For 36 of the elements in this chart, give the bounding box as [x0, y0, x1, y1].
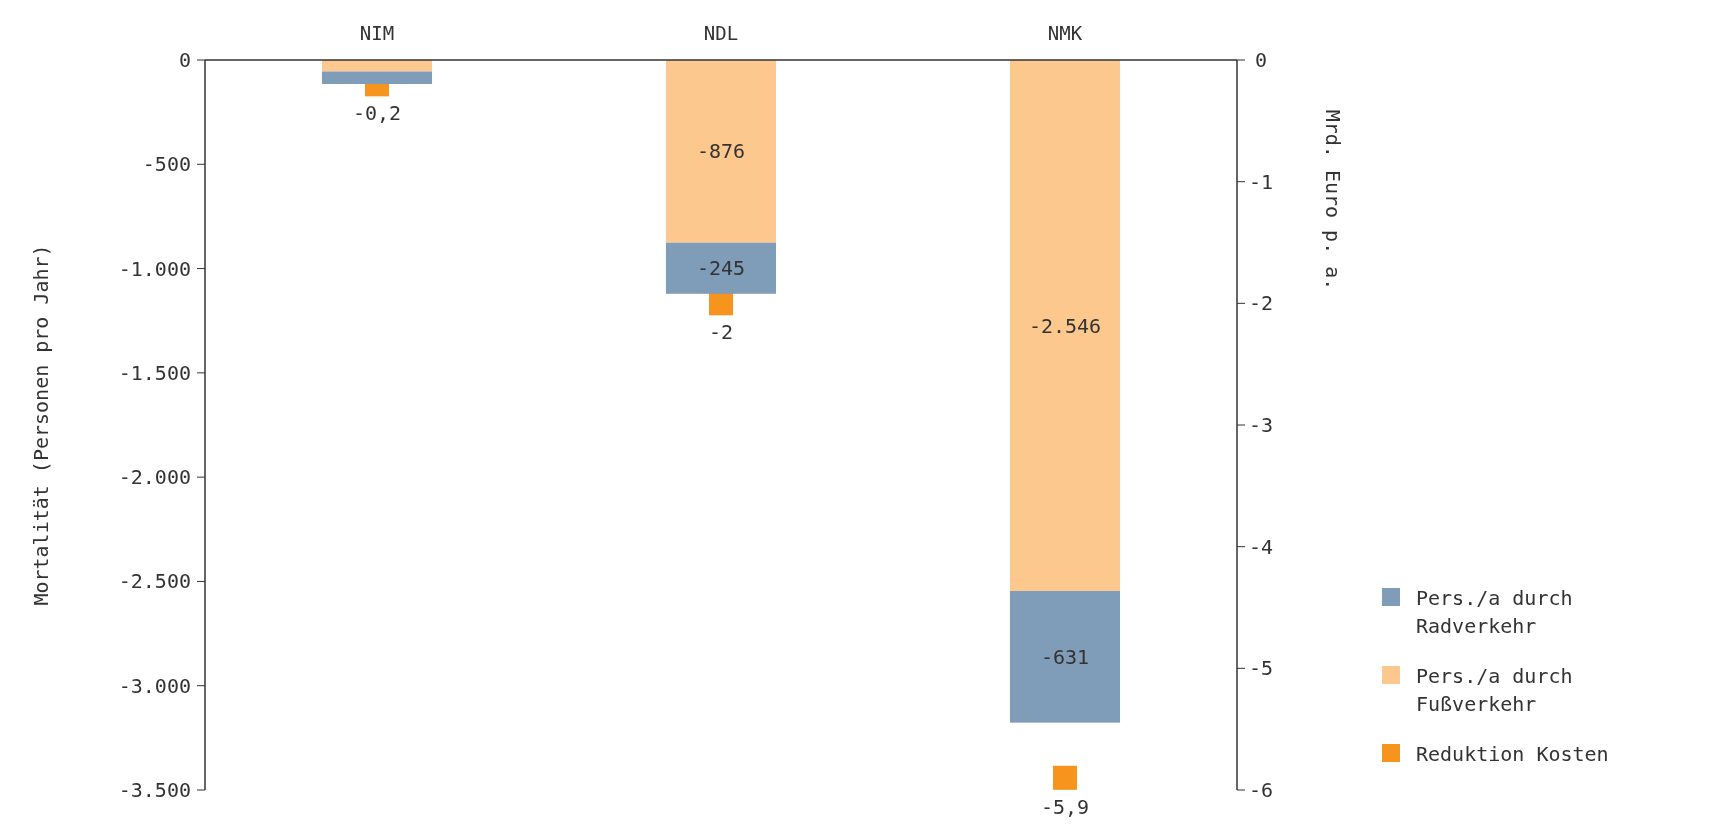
y-tick-label: 0 — [178, 48, 191, 72]
y2-tick-label: -2 — [1248, 291, 1274, 316]
data-label: -2 — [708, 320, 734, 345]
legend-label: Reduktion Kosten — [1416, 742, 1609, 766]
bar — [1009, 60, 1121, 592]
legend-label: Pers./a durch Radverkehr — [1416, 586, 1573, 638]
y-tick-label: -1.000 — [118, 256, 191, 281]
y2-tick-label: -4 — [1248, 534, 1274, 559]
bar — [665, 60, 777, 243]
y-tick-label: -1.500 — [118, 360, 191, 385]
data-label: -245 — [696, 256, 746, 281]
y-axis-title: Mortalität (Personen pro Jahr) — [29, 244, 53, 606]
data-label: -2.546 — [1028, 313, 1102, 338]
bar — [321, 71, 433, 84]
bar — [665, 242, 777, 294]
x-tick-label: NDL — [703, 22, 739, 44]
data-label: -876 — [696, 139, 746, 164]
data-label: -631 — [1040, 644, 1090, 669]
y-tick-label: -3.000 — [118, 673, 191, 698]
bar — [1009, 591, 1121, 723]
y2-axis-title: Mrd. Euro p. a. — [1321, 109, 1345, 291]
y2-tick-label: -1 — [1248, 169, 1274, 194]
y2-tick-label: 0 — [1254, 48, 1268, 72]
y2-tick-label: -3 — [1248, 413, 1274, 437]
legend-label: Pers./a durch Fußverkehr — [1416, 664, 1573, 716]
y-tick-label: -2.500 — [118, 569, 191, 594]
y2-tick-label: -5 — [1248, 656, 1274, 681]
point — [1053, 765, 1077, 790]
data-label: -0,2 — [352, 101, 402, 126]
y-tick-label: -500 — [142, 152, 191, 177]
x-tick-label: NMK — [1047, 22, 1083, 44]
data-label: -5,9 — [1040, 794, 1090, 819]
y-tick-label: -2.000 — [118, 465, 191, 490]
y2-tick-label: -6 — [1248, 778, 1274, 802]
y-tick-label: -3.500 — [118, 778, 191, 802]
x-tick-label: NIM — [359, 22, 395, 44]
